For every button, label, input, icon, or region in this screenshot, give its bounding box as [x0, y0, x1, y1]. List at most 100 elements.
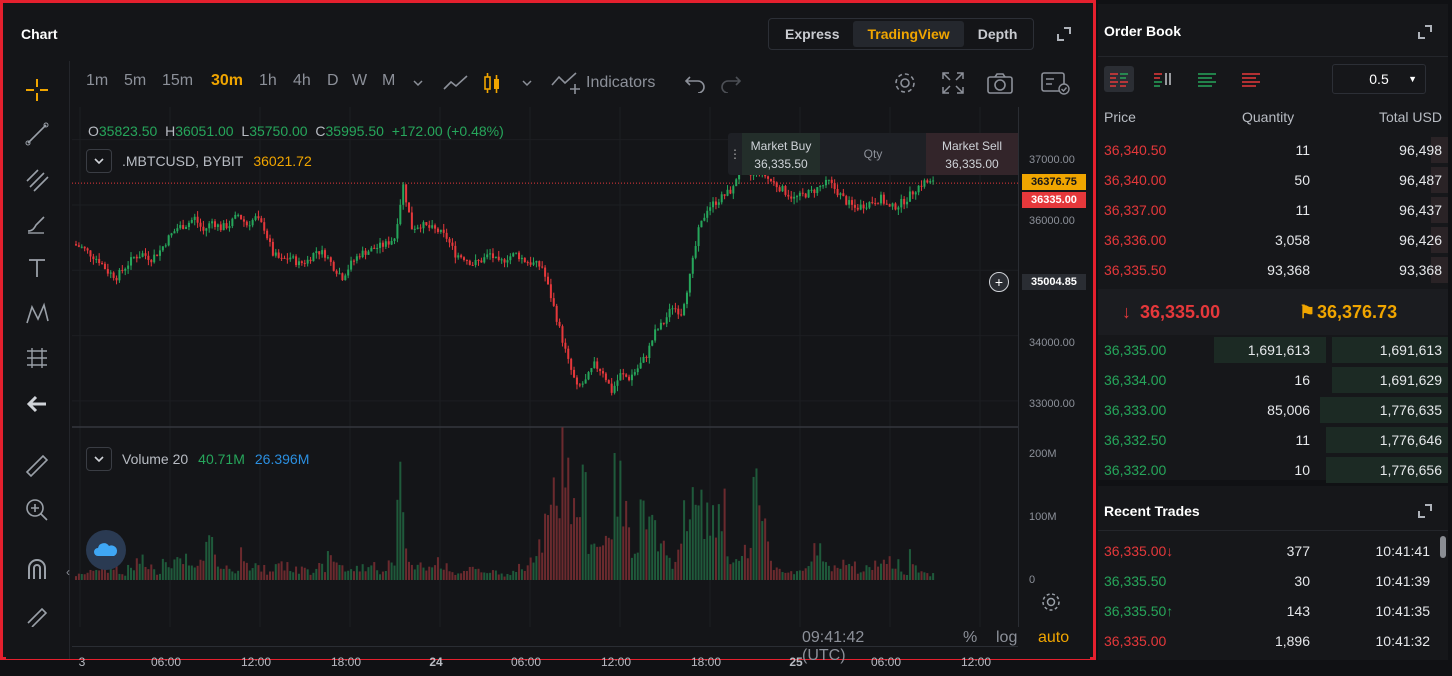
timeframe-chevron-down-icon[interactable]	[412, 69, 424, 97]
filter-asks-icon[interactable]	[1236, 66, 1266, 92]
indicators-button[interactable]: Indicators	[550, 69, 655, 97]
redo-icon[interactable]	[720, 69, 742, 97]
volume-bar	[506, 573, 509, 580]
back-arrow-icon[interactable]	[22, 389, 52, 419]
bid-row[interactable]: 36,334.00 16 1,691,629	[1098, 365, 1448, 395]
candle-body	[526, 262, 529, 264]
volume-bar	[286, 562, 289, 580]
prediction-icon[interactable]	[22, 343, 52, 373]
price-scale[interactable]: 37000.00 36000.00 34000.00 33000.00 200M…	[1018, 107, 1090, 627]
price-volume-plot[interactable]	[72, 107, 1018, 627]
volume-bar	[335, 562, 338, 580]
zoom-in-icon[interactable]	[22, 495, 52, 525]
pattern-icon[interactable]	[22, 299, 52, 329]
lock-drawing-icon[interactable]	[22, 599, 52, 629]
time-axis-settings-icon[interactable]	[1040, 591, 1062, 618]
candle-body	[859, 204, 862, 210]
trend-line-icon[interactable]	[22, 119, 52, 149]
time-axis[interactable]: 3 06:00 12:00 18:00 24 06:00 12:00 18:00…	[72, 646, 1018, 676]
drag-handle-icon[interactable]: ⋮	[729, 147, 741, 161]
volume-bar	[865, 565, 868, 580]
volume-bar	[300, 566, 303, 580]
filter-both-icon[interactable]	[1104, 66, 1134, 92]
timeframe-d[interactable]: D	[327, 72, 339, 89]
timeframe-5m[interactable]: 5m	[124, 72, 147, 89]
tab-express[interactable]: Express	[785, 26, 840, 42]
settings-gear-icon[interactable]	[892, 69, 918, 97]
bid-row[interactable]: 36,332.00 10 1,776,656	[1098, 455, 1448, 485]
log-scale-toggle[interactable]: log	[996, 629, 1018, 646]
symbol-collapse-button[interactable]	[86, 149, 112, 173]
market-sell-button[interactable]: Market Sell 36,335.00	[926, 133, 1018, 175]
volume-bar	[266, 574, 269, 580]
chart-expand-icon[interactable]	[1056, 26, 1072, 42]
order-book-expand-icon[interactable]	[1417, 24, 1433, 40]
line-chart-icon[interactable]	[442, 69, 470, 97]
time-label: 18:00	[690, 655, 722, 669]
volume-collapse-button[interactable]	[86, 447, 112, 471]
volume-bar	[926, 573, 929, 580]
scroll-left-icon[interactable]: ‹	[66, 565, 70, 579]
volume-bar	[491, 570, 494, 580]
volume-bar	[830, 571, 833, 580]
magnet-icon[interactable]	[22, 555, 52, 585]
timeframe-1m[interactable]: 1m	[86, 72, 109, 89]
ruler-icon[interactable]	[22, 451, 52, 481]
timeframe-4h[interactable]: 4h	[293, 72, 311, 89]
timeframe-w[interactable]: W	[352, 72, 368, 89]
market-buy-button[interactable]: Market Buy 36,335.50	[742, 133, 820, 175]
timeframe-30m[interactable]: 30m	[211, 72, 244, 89]
timeframe-1h[interactable]: 1h	[259, 72, 277, 89]
candle-body	[515, 252, 518, 254]
candle-body	[685, 292, 688, 305]
ask-row[interactable]: 36,336.00 3,058 96,426	[1098, 225, 1448, 255]
tab-tradingview[interactable]: TradingView	[853, 21, 964, 47]
brush-icon[interactable]	[22, 209, 52, 239]
price-tick: 34000.00	[1029, 337, 1075, 349]
candle-body	[164, 245, 167, 247]
bid-row[interactable]: 36,332.50 11 1,776,646	[1098, 425, 1448, 455]
candle-body	[613, 385, 616, 393]
fib-channel-icon[interactable]	[22, 165, 52, 195]
filter-split-icon[interactable]	[1148, 66, 1178, 92]
timeframe-15m[interactable]: 15m	[162, 72, 194, 89]
ask-row[interactable]: 36,340.50 11 96,498	[1098, 135, 1448, 165]
timeframe-m[interactable]: M	[382, 72, 396, 89]
crosshair-icon[interactable]	[22, 75, 52, 105]
ask-row[interactable]: 36,335.50 93,368 93,368	[1098, 255, 1448, 285]
depth-value: 0.5	[1369, 71, 1389, 87]
recent-trades-scrollbar[interactable]	[1440, 536, 1446, 558]
candle-body	[344, 275, 347, 281]
percent-scale-toggle[interactable]: %	[963, 629, 978, 646]
ask-row[interactable]: 36,340.00 50 96,487	[1098, 165, 1448, 195]
volume-bar	[448, 571, 451, 580]
depth-select[interactable]: 0.5 ▼	[1332, 64, 1426, 94]
fullscreen-icon[interactable]	[940, 69, 966, 97]
tab-depth[interactable]: Depth	[977, 26, 1018, 42]
filter-bids-icon[interactable]	[1192, 66, 1222, 92]
camera-icon[interactable]	[986, 69, 1014, 97]
candle-body	[442, 229, 445, 233]
recent-trades-expand-icon[interactable]	[1417, 503, 1433, 519]
bid-row[interactable]: 36,333.00 85,006 1,776,635	[1098, 395, 1448, 425]
ask-row[interactable]: 36,337.00 11 96,437	[1098, 195, 1448, 225]
candle-body	[292, 256, 295, 258]
volume-bar	[158, 573, 161, 580]
add-alert-icon[interactable]: +	[989, 272, 1009, 292]
volume-bar	[358, 571, 361, 580]
candle-body	[801, 192, 804, 194]
volume-value-1: 40.71M	[198, 451, 245, 467]
bid-row[interactable]: 36,335.00 1,691,613 1,691,613	[1098, 335, 1448, 365]
drawing-toolbar	[6, 61, 70, 659]
chart-type-chevron-down-icon[interactable]	[521, 69, 533, 97]
volume-bar	[156, 574, 159, 580]
auto-scale-toggle[interactable]: auto	[1038, 629, 1070, 646]
candles-icon[interactable]	[482, 69, 502, 97]
order-book-panel: Order Book 0.5 ▼ Price Quantity Total US…	[1098, 4, 1448, 483]
volume-bar	[755, 468, 758, 580]
qty-input[interactable]: Qty	[863, 147, 883, 161]
undo-icon[interactable]	[684, 69, 706, 97]
volume-bar	[587, 553, 590, 580]
text-tool-icon[interactable]	[22, 253, 52, 283]
layout-icon[interactable]	[1040, 69, 1070, 97]
